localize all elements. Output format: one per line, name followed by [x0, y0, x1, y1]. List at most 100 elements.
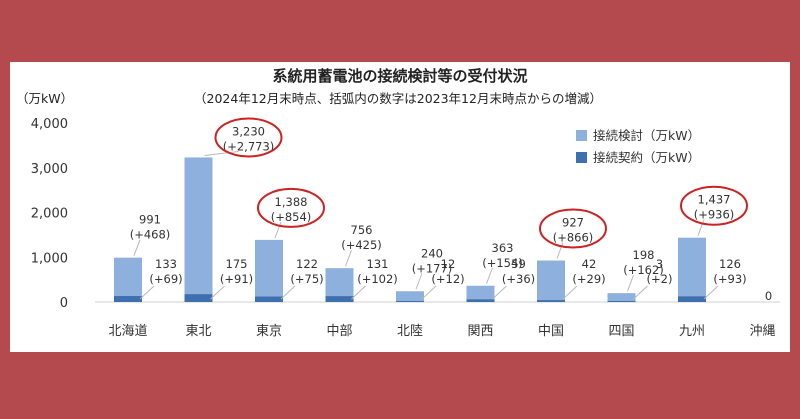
- value-label-contract: 122: [296, 257, 318, 271]
- bars: [114, 157, 706, 302]
- value-label-contract: 59: [511, 257, 526, 271]
- change-label-contract: (+102): [357, 272, 398, 286]
- leader-line: [139, 285, 155, 300]
- x-axis: 北海道 東北 東京 中部 北陸 関西 中国 四国 九州 沖縄: [108, 323, 775, 339]
- leader-line: [274, 221, 282, 239]
- leader-line: [697, 219, 705, 236]
- legend-swatch: [576, 130, 587, 141]
- leader-line: [627, 274, 634, 292]
- value-label-study: 927: [562, 216, 584, 230]
- value-label-contract: 133: [155, 257, 177, 271]
- leader-line: [351, 285, 366, 300]
- change-label-contract: (+75): [290, 272, 323, 286]
- bar-connection-contract: [184, 294, 213, 302]
- legend-swatch: [576, 152, 587, 163]
- bar-connection-study: [466, 285, 495, 302]
- x-tick-label: 四国: [608, 324, 634, 339]
- leader-line: [210, 285, 225, 300]
- bar-connection-contract: [255, 296, 283, 302]
- leader-line: [133, 239, 141, 256]
- change-label-study: (+854): [271, 210, 312, 224]
- value-label-study: 756: [351, 223, 373, 237]
- value-label-contract: 175: [226, 257, 248, 271]
- value-label-study: 1,437: [698, 193, 731, 207]
- y-axis: 0 1,000 2,000 3,000 4,000: [31, 117, 780, 311]
- bar-connection-study: [255, 239, 283, 302]
- change-label-study: (+866): [553, 231, 594, 245]
- x-tick-label: 中部: [326, 324, 352, 339]
- change-label-study: (+2,773): [223, 139, 275, 153]
- bar-connection-contract: [466, 299, 495, 302]
- bar-connection-contract: [678, 296, 706, 302]
- value-label-contract: 0: [765, 289, 772, 303]
- legend: 接続検討（万kW） 接続契約（万kW）: [576, 128, 700, 165]
- value-label-contract: 131: [367, 257, 389, 271]
- leader-line: [633, 285, 648, 300]
- highlight-circle: [680, 185, 748, 226]
- value-label-contract: 42: [582, 257, 597, 271]
- leader-line: [562, 285, 578, 300]
- x-tick-label: 九州: [679, 324, 705, 339]
- change-label-study: (+468): [130, 228, 171, 242]
- bar-connection-study: [678, 237, 706, 302]
- value-label-contract: 3: [656, 257, 663, 271]
- x-tick-label: 東北: [185, 323, 211, 339]
- change-label-study: (+936): [694, 208, 735, 222]
- change-label-contract: (+36): [502, 272, 535, 286]
- value-label-study: 3,230: [232, 124, 265, 138]
- bar-chart: 系統用蓄電池の接続検討等の受付状況 （2024年12月末時点、括弧内の数字は20…: [16, 67, 780, 339]
- value-label-study: 198: [633, 248, 655, 262]
- value-label-contract: 12: [441, 257, 456, 271]
- bar-connection-contract: [396, 301, 424, 302]
- chart-subtitle: （2024年12月末時点、括弧内の数字は2023年12月末時点からの増減）: [194, 91, 602, 106]
- change-label-study: (+162): [623, 263, 664, 277]
- x-tick-label: 中国: [538, 324, 564, 339]
- leader-line: [345, 249, 352, 267]
- change-label-contract: (+93): [713, 272, 746, 286]
- change-label-contract: (+69): [149, 272, 182, 286]
- value-label-study: 240: [421, 246, 443, 260]
- bar-connection-contract: [537, 300, 565, 302]
- bar-connection-contract: [114, 296, 142, 302]
- bar-connection-study: [537, 260, 565, 302]
- x-tick-label: 北海道: [108, 324, 147, 339]
- leader-line: [486, 267, 493, 284]
- value-label-study: 991: [139, 213, 161, 227]
- x-tick-label: 北陸: [397, 323, 423, 339]
- bar-connection-study: [184, 157, 213, 302]
- value-label-contract: 126: [719, 257, 741, 271]
- bar-connection-study: [396, 291, 424, 302]
- y-tick-label: 4,000: [31, 117, 68, 132]
- highlight-circle: [257, 187, 325, 228]
- leader-line: [421, 285, 437, 300]
- bar-connection-contract: [607, 301, 636, 302]
- y-tick-label: 0: [60, 296, 68, 311]
- change-label-contract: (+12): [431, 272, 464, 286]
- leader-line: [280, 285, 296, 300]
- x-tick-label: 東京: [256, 323, 282, 339]
- x-tick-label: 関西: [467, 324, 493, 339]
- legend-label: 接続契約（万kW）: [593, 150, 700, 165]
- y-tick-label: 2,000: [31, 207, 68, 222]
- bar-connection-study: [114, 257, 142, 302]
- leader-line: [492, 285, 507, 300]
- leader-line: [415, 273, 423, 290]
- y-tick-label: 1,000: [31, 251, 68, 266]
- change-label-study: (+177): [412, 261, 453, 275]
- data-labels: 991(+468) 133(+69) 3,230(+2,773) 175(+91) 1,…: [130, 117, 772, 303]
- value-label-study: 363: [492, 241, 514, 255]
- leader-line: [703, 285, 719, 300]
- leader-line: [204, 150, 239, 156]
- change-label-contract: (+29): [572, 272, 605, 286]
- chart-title: 系統用蓄電池の接続検討等の受付状況: [272, 67, 527, 85]
- change-label-study: (+425): [341, 238, 382, 252]
- chart-panel: 系統用蓄電池の接続検討等の受付状況 （2024年12月末時点、括弧内の数字は20…: [10, 62, 790, 352]
- change-label-study: (+154): [482, 256, 523, 270]
- y-axis-unit: （万kW）: [16, 91, 73, 106]
- legend-label: 接続検討（万kW）: [593, 128, 700, 143]
- change-label-contract: (+2): [647, 272, 673, 286]
- highlight-circle: [539, 208, 607, 249]
- leader-line: [556, 242, 564, 259]
- bar-connection-contract: [325, 296, 354, 302]
- change-label-contract: (+91): [220, 272, 253, 286]
